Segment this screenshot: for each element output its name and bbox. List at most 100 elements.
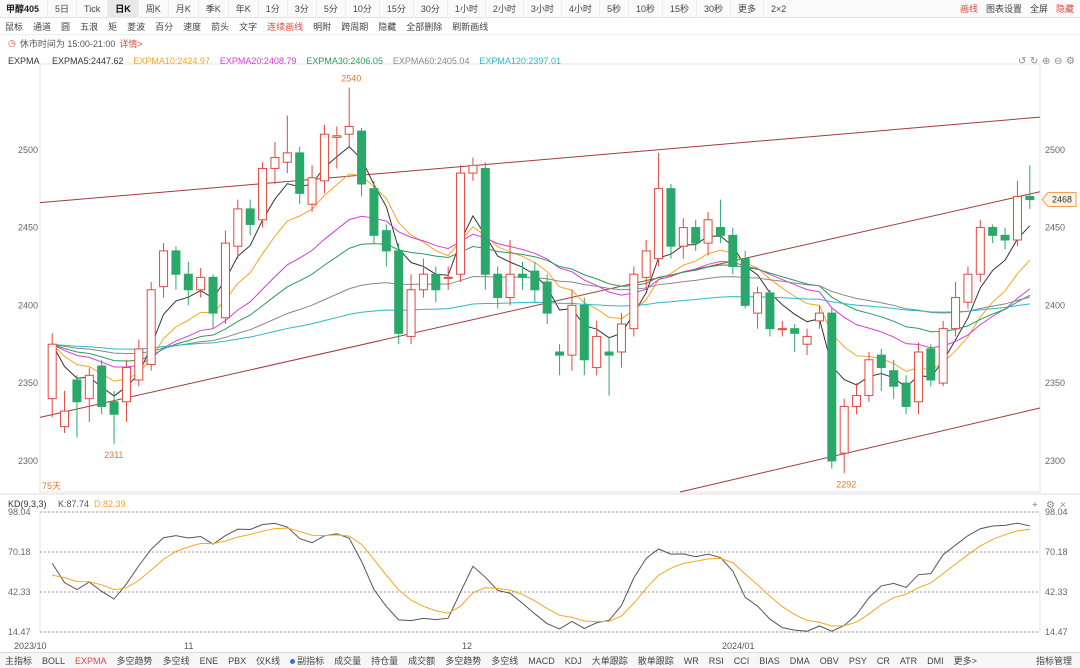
candle[interactable] — [505, 240, 515, 306]
period-tab[interactable]: 30秒 — [695, 0, 730, 18]
indicator-tab[interactable]: PBX — [223, 656, 251, 666]
period-tab[interactable]: 1分 — [257, 0, 287, 18]
period-tab[interactable]: 年K — [227, 0, 258, 18]
candle[interactable] — [728, 227, 738, 275]
candle[interactable] — [431, 266, 441, 303]
indicator-tab[interactable]: PSY — [844, 656, 872, 666]
candle[interactable] — [171, 246, 181, 290]
kd-settings-icon[interactable]: ⚙ — [1046, 500, 1055, 511]
indicator-tab[interactable]: 多空趋势 — [112, 654, 158, 667]
candle[interactable] — [146, 282, 156, 371]
candle[interactable] — [901, 375, 911, 415]
top-action-2[interactable]: 全屏 — [1029, 4, 1048, 14]
indicator-tab[interactable]: ATR — [895, 656, 922, 666]
period-tab[interactable]: 4小时 — [560, 0, 599, 18]
candle[interactable] — [963, 266, 973, 309]
candle[interactable] — [245, 199, 255, 236]
candle[interactable] — [715, 199, 725, 244]
period-tab[interactable]: 日K — [107, 0, 138, 18]
kd-close-icon[interactable]: × — [1060, 500, 1066, 511]
period-tab[interactable]: Tick — [76, 0, 107, 18]
details-link[interactable]: 详情> — [119, 38, 143, 49]
candle[interactable] — [344, 87, 354, 147]
period-tab[interactable]: 30分 — [412, 0, 447, 18]
candle[interactable] — [418, 258, 428, 298]
candle[interactable] — [654, 152, 664, 267]
indicator-tab[interactable]: DMA — [785, 656, 815, 666]
period-tab[interactable]: 15分 — [378, 0, 413, 18]
candle[interactable] — [740, 250, 750, 309]
draw-tool[interactable]: 箭头 — [211, 21, 230, 32]
candle[interactable] — [926, 344, 936, 387]
period-tab[interactable]: 3分 — [286, 0, 316, 18]
kline-chart[interactable]: EXPMA EXPMA5:2447.62 EXPMA10:2424.97 EXPMA2… — [0, 52, 1080, 652]
draw-tool[interactable]: 菱波 — [127, 21, 146, 32]
kd-add-icon[interactable]: + — [1032, 500, 1038, 511]
candle[interactable] — [616, 313, 626, 368]
indicator-tab[interactable]: 多空趋势 — [440, 654, 486, 667]
candle[interactable] — [60, 390, 70, 433]
settings-icon[interactable]: ⚙ — [1066, 56, 1075, 67]
candle[interactable] — [270, 142, 280, 184]
draw-tool[interactable]: 通道 — [33, 21, 52, 32]
candle[interactable] — [1000, 227, 1010, 250]
period-tab[interactable]: 15秒 — [661, 0, 696, 18]
draw-tool[interactable]: 五浪 — [80, 21, 99, 32]
candle[interactable] — [592, 320, 602, 376]
candle[interactable] — [406, 274, 416, 345]
candle[interactable] — [72, 375, 82, 438]
candle[interactable] — [790, 324, 800, 352]
candle[interactable] — [1025, 165, 1035, 209]
period-tab[interactable]: 1小时 — [446, 0, 485, 18]
period-tab[interactable]: 10分 — [344, 0, 379, 18]
indicator-tab[interactable]: OBV — [815, 656, 844, 666]
top-action-0[interactable]: 画线 — [959, 4, 978, 14]
candle[interactable] — [443, 266, 453, 290]
candle[interactable] — [121, 359, 131, 422]
indicator-tab[interactable]: MACD — [523, 656, 560, 666]
candle[interactable] — [864, 352, 874, 402]
draw-tool[interactable]: 鼠标 — [5, 21, 24, 32]
candle[interactable] — [604, 336, 614, 396]
indicator-tab[interactable]: 仪K线 — [251, 654, 285, 667]
candle[interactable] — [307, 165, 317, 212]
draw-tool[interactable]: 矩 — [108, 21, 118, 32]
candle[interactable] — [555, 344, 565, 376]
candle[interactable] — [295, 146, 305, 205]
indicator-tab[interactable]: EXPMA — [70, 656, 112, 666]
candle[interactable] — [629, 266, 639, 337]
candle[interactable] — [233, 199, 243, 259]
candle[interactable] — [777, 320, 787, 337]
period-tab[interactable]: 2×2 — [763, 0, 793, 18]
candle[interactable] — [666, 184, 676, 259]
period-tab[interactable]: 月K — [167, 0, 198, 18]
draw-tool[interactable]: 隐藏 — [378, 21, 397, 32]
indicator-tab[interactable]: KDJ — [560, 656, 587, 666]
draw-tool[interactable]: 百分 — [155, 21, 174, 32]
undo-icon[interactable]: ↺ — [1018, 56, 1026, 67]
draw-tool[interactable]: 圆 — [61, 21, 71, 32]
candle[interactable] — [84, 367, 94, 422]
draw-tool[interactable]: 速度 — [183, 21, 202, 32]
indicator-tab[interactable]: 多空线 — [486, 654, 523, 667]
indicator-tab[interactable]: 副指标 — [285, 654, 329, 667]
candle[interactable] — [530, 261, 540, 303]
indicator-tab[interactable]: WR — [679, 656, 704, 666]
symbol-selector[interactable]: 甲醇405 — [0, 2, 47, 15]
channel-line[interactable] — [679, 407, 1041, 493]
indicator-tab[interactable]: ENE — [195, 656, 224, 666]
indicator-tab[interactable]: 主指标 — [0, 654, 37, 667]
candle[interactable] — [765, 289, 775, 337]
candle[interactable] — [282, 115, 292, 174]
indicator-tab[interactable]: DMI — [922, 656, 949, 666]
candle[interactable] — [480, 162, 490, 290]
zoom-out-icon[interactable]: ⊖ — [1054, 56, 1062, 67]
candle[interactable] — [319, 124, 329, 194]
indicator-tab[interactable]: 持仓量 — [366, 654, 403, 667]
candle[interactable] — [258, 162, 268, 228]
candle[interactable] — [691, 219, 701, 251]
candle[interactable] — [208, 274, 218, 329]
candle[interactable] — [196, 268, 206, 298]
candle[interactable] — [456, 165, 466, 282]
candle[interactable] — [357, 128, 367, 197]
